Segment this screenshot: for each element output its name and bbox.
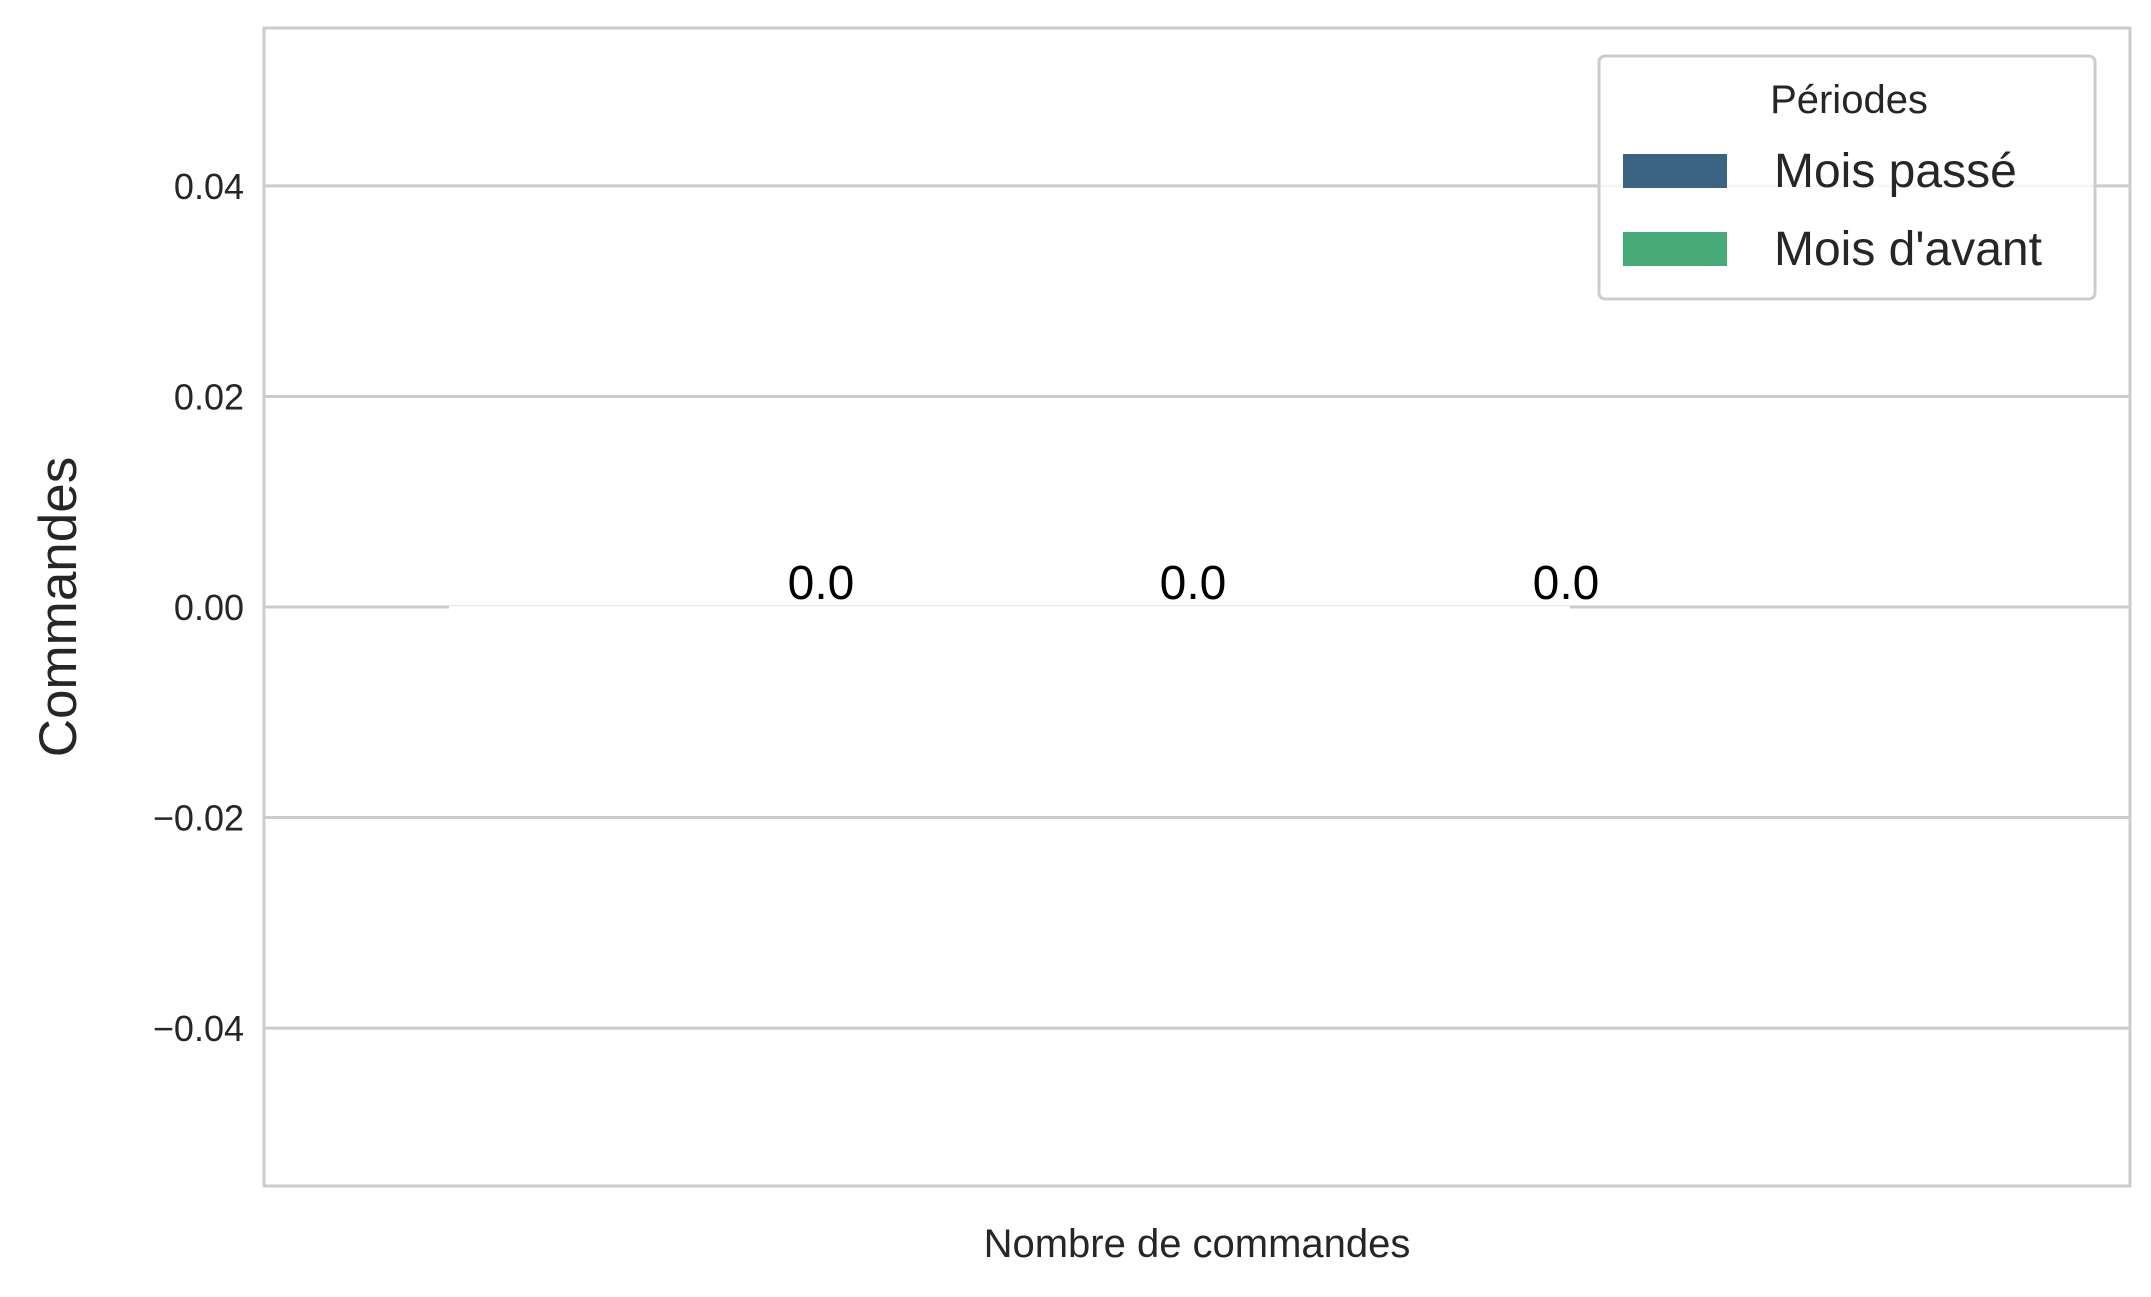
data-labels: 0.0 0.0 0.0 [788, 557, 1600, 610]
y-axis-ticks: −0.04 −0.02 0.00 0.02 0.04 [153, 166, 244, 1049]
legend: Périodes Mois passé Mois d'avant [1597, 54, 2097, 301]
y-tick-label: 0.00 [174, 587, 244, 628]
legend-title: Périodes [1770, 78, 1928, 122]
bar-mois-davant [1000, 606, 1570, 609]
data-label: 0.0 [1160, 557, 1227, 610]
legend-label: Mois passé [1774, 145, 2017, 198]
legend-swatch [1623, 154, 1727, 188]
y-tick-label: 0.04 [174, 166, 244, 207]
legend-swatch [1623, 232, 1727, 266]
legend-label: Mois d'avant [1774, 223, 2042, 276]
bar-mois-passe [449, 606, 1000, 609]
plot-frame [262, 26, 2132, 1188]
y-tick-label: −0.02 [153, 798, 244, 839]
x-axis-title: Nombre de commandes [984, 1222, 1411, 1266]
data-label: 0.0 [1533, 557, 1600, 610]
y-tick-label: −0.04 [153, 1008, 244, 1049]
y-tick-label: 0.02 [174, 376, 244, 417]
data-label: 0.0 [788, 557, 855, 610]
y-axis-title: Commandes [29, 457, 88, 757]
legend-entries: Mois passé Mois d'avant [1623, 145, 2042, 276]
bars [449, 606, 1570, 609]
